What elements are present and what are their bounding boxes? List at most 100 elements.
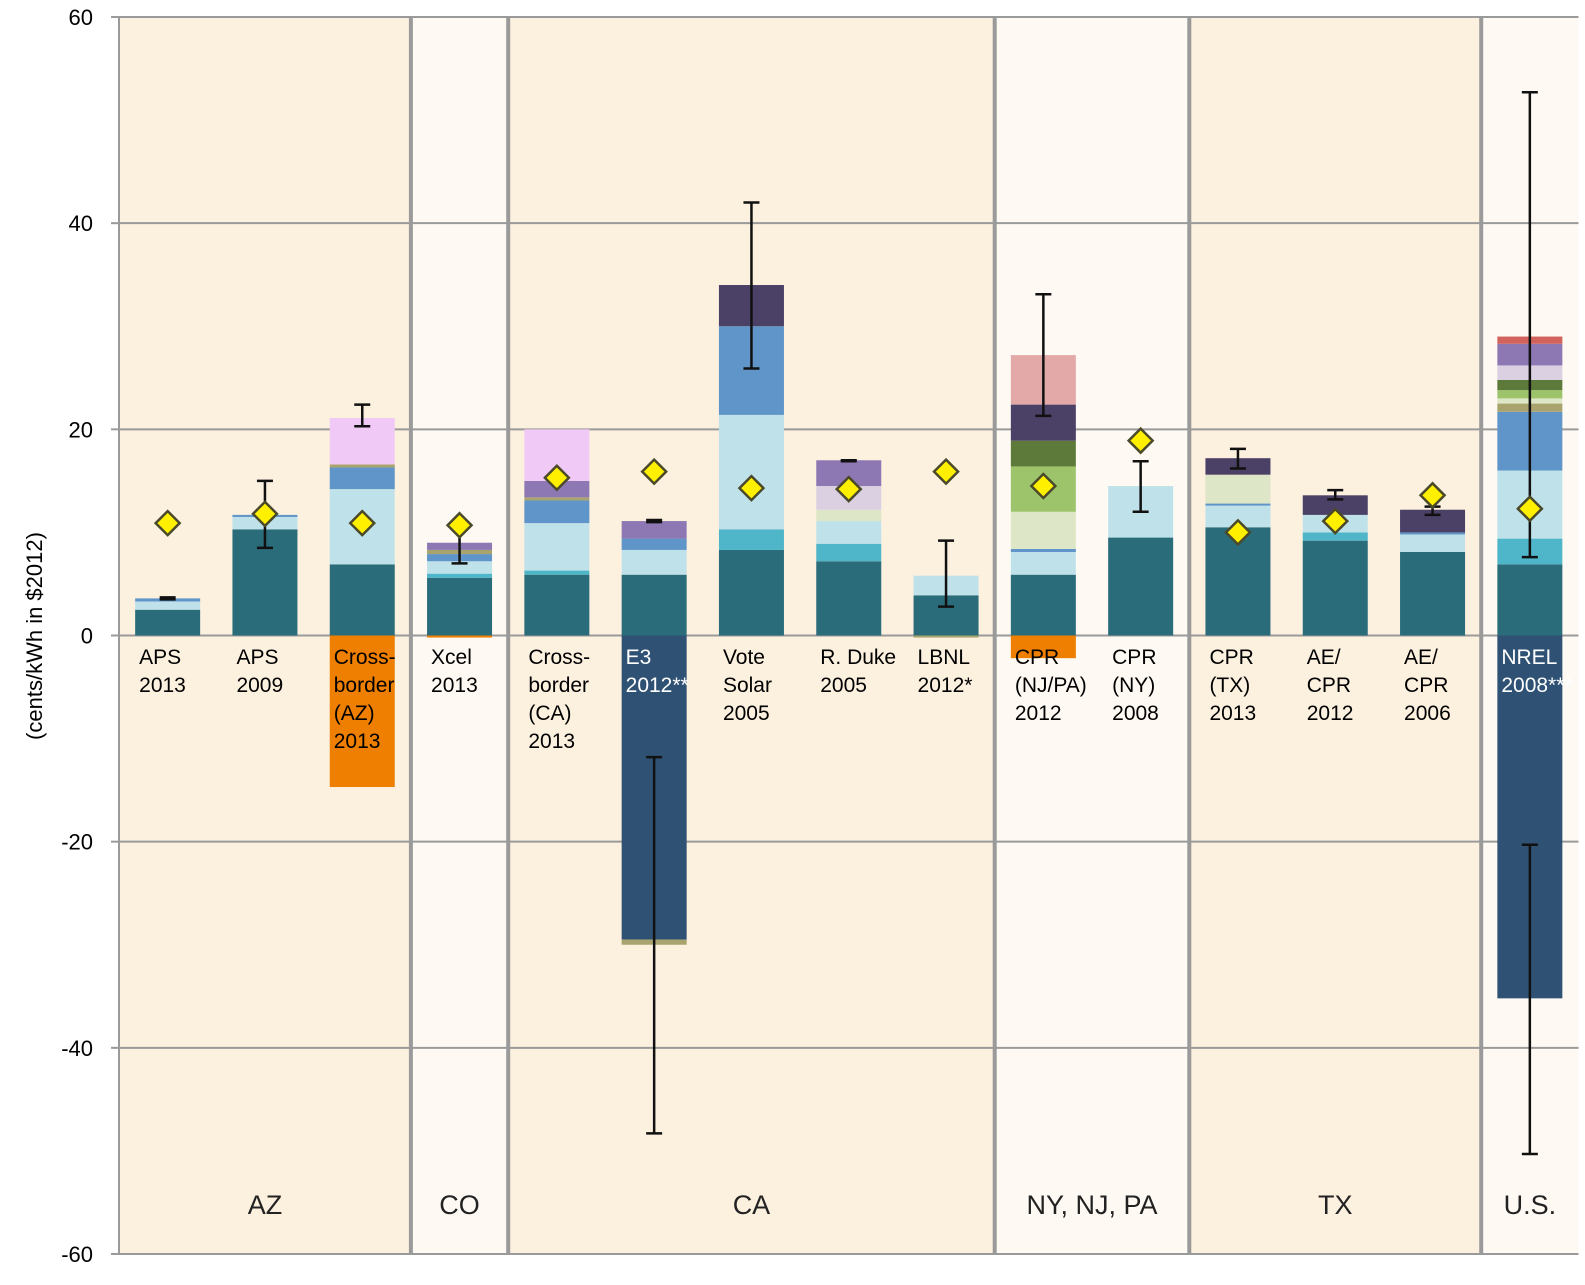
category-label-line: 2012 — [1307, 702, 1354, 725]
category-label: Cross-border (CA) 2013 — [528, 646, 590, 753]
category-label-line: CPR — [1112, 646, 1156, 669]
error-bar — [840, 459, 857, 463]
category-label-line: 2013 — [431, 674, 478, 697]
category-label-line: CPR — [1015, 646, 1059, 669]
bar-segment — [718, 529, 784, 550]
category-label-line: CPR — [1404, 674, 1448, 697]
category-label-line: 2008*** — [1501, 674, 1572, 697]
bar-segment — [427, 573, 493, 578]
category-label-line: 2013 — [1209, 702, 1256, 725]
bar-segment — [816, 543, 882, 562]
bar-segment — [1400, 532, 1466, 535]
category-label-line: Solar — [723, 674, 772, 697]
bar-segment — [524, 570, 590, 575]
bar-segment — [524, 497, 590, 501]
category-label-line: 2012* — [918, 674, 973, 697]
diamond-marker — [348, 509, 377, 537]
diamond-marker — [640, 457, 668, 486]
category-label-line: CPR — [1209, 646, 1253, 669]
category-label-line: 2013 — [528, 730, 575, 753]
error-bar — [354, 403, 371, 428]
bar-segment — [524, 500, 590, 524]
bar-segment — [1010, 552, 1076, 575]
region-label: CA — [733, 1190, 771, 1220]
category-label-line: 2005 — [820, 674, 867, 697]
category-label-line: LBNL — [918, 646, 971, 669]
error-bar — [646, 518, 663, 524]
category-label-line: Xcel — [431, 646, 472, 669]
error-bar — [159, 596, 176, 601]
bar-segment — [718, 414, 784, 530]
bar-segment — [427, 635, 493, 638]
error-bar — [743, 201, 760, 370]
category-label: CPR (NY) 2008 — [1112, 646, 1159, 725]
category-label-line: (NJ/PA) — [1015, 674, 1087, 697]
category-label: R. Duke 2005 — [820, 646, 896, 697]
category-label: Cross-border (AZ) 2013 — [334, 646, 396, 753]
category-label-line: CPR — [1307, 674, 1351, 697]
error-bar — [1035, 293, 1052, 418]
error-bar — [1132, 460, 1149, 514]
category-label: CPR (NJ/PA) 2012 — [1015, 646, 1087, 725]
bar-segment — [329, 635, 395, 788]
bar-segment — [1010, 511, 1076, 549]
bar-segment — [329, 564, 395, 636]
category-label: APS 2009 — [236, 646, 283, 697]
category-label-line: (AZ) — [334, 702, 375, 725]
bar-segment — [329, 464, 395, 468]
bar-segment — [1302, 495, 1368, 515]
category-label-line: Vote — [723, 646, 765, 669]
category-label: LBNL 2012* — [918, 646, 973, 697]
y-tick-label: 20 — [69, 417, 93, 442]
diamond-marker — [737, 474, 766, 502]
bar-segment — [427, 561, 493, 574]
bar-segment — [621, 538, 687, 550]
diamond-marker — [1224, 518, 1252, 547]
category-label-line: AE/ — [1404, 646, 1438, 669]
bar-segment — [427, 577, 493, 636]
bar-segment — [718, 549, 784, 636]
y-tick-label: -20 — [61, 830, 93, 855]
category-label-line: APS — [139, 646, 181, 669]
diamond-marker — [543, 464, 571, 492]
region-label: CO — [439, 1190, 480, 1220]
category-label: AE/CPR 2012 — [1307, 646, 1354, 725]
category-label-line: R. Duke — [820, 646, 896, 669]
category-label: Vote Solar 2005 — [723, 646, 772, 725]
diamond-marker — [1418, 481, 1447, 510]
bar-segment — [524, 574, 590, 636]
category-label-line: border — [528, 674, 589, 697]
category-label-line: 2009 — [236, 674, 283, 697]
category-label: Xcel 2013 — [431, 646, 478, 697]
bar-segment — [1302, 540, 1368, 636]
y-tick-label: 60 — [69, 5, 93, 30]
category-label-line: (CA) — [528, 702, 571, 725]
bar-segment — [1205, 474, 1271, 504]
diamond-marker — [834, 475, 863, 503]
category-label: APS 2013 — [139, 646, 186, 697]
bar-segment — [1010, 574, 1076, 636]
error-bar — [1229, 447, 1246, 470]
bar-segment — [135, 609, 201, 636]
y-axis-label: (cents/kWh in $2012) — [22, 532, 47, 740]
diamond-marker — [1516, 494, 1544, 523]
category-label-line: NREL — [1501, 646, 1557, 669]
error-bar — [938, 539, 955, 608]
error-bar — [1327, 488, 1344, 501]
bar-segment — [329, 467, 395, 490]
region-label: AZ — [248, 1190, 283, 1220]
bar-segment — [1010, 548, 1076, 553]
diamond-marker — [153, 509, 182, 537]
region-label: TX — [1318, 1190, 1353, 1220]
bar-segment — [1205, 503, 1271, 506]
diamond-marker — [251, 500, 279, 528]
error-bar — [646, 755, 663, 1135]
category-label-line: 2005 — [723, 702, 770, 725]
category-label-line: (TX) — [1209, 674, 1250, 697]
category-label: CPR (TX) 2013 — [1209, 646, 1256, 725]
category-label: AE/CPR 2006 — [1404, 646, 1451, 725]
category-label-line: (NY) — [1112, 674, 1155, 697]
category-label-line: 2013 — [139, 674, 186, 697]
category-label-line: AE/ — [1307, 646, 1341, 669]
